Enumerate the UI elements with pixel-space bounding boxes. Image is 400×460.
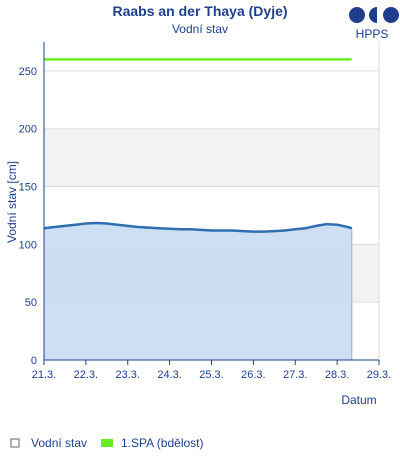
water-level-line <box>43 221 353 233</box>
logo-circle-left <box>349 7 365 23</box>
y-tick-label: 200 <box>19 124 37 136</box>
plot-series <box>43 58 353 360</box>
x-tick-label: 29.3. <box>367 369 391 381</box>
x-tick-label: 22.3. <box>74 369 98 381</box>
legend-label-spa: 1.SPA (bdělost) <box>121 436 204 450</box>
x-tick-label: 23.3. <box>116 369 140 381</box>
x-tick-label: 27.3. <box>283 369 307 381</box>
legend-item-spa[interactable]: 1.SPA (bdělost) <box>101 436 204 450</box>
x-tick-label: 25.3. <box>199 369 223 381</box>
hpps-logo: HPPS <box>349 7 399 41</box>
x-tick-label: 26.3. <box>241 369 265 381</box>
logo-half-circle <box>369 7 377 23</box>
y-tick-label: 150 <box>19 182 37 194</box>
legend-swatch-spa <box>101 439 113 447</box>
legend: Vodní stav 1.SPA (bdělost) <box>10 436 204 450</box>
x-tick-label: 28.3. <box>325 369 349 381</box>
legend-item-water-level[interactable]: Vodní stav <box>10 436 87 450</box>
plot-band <box>44 128 379 187</box>
legend-swatch-water-level <box>10 438 20 448</box>
legend-label-water-level: Vodní stav <box>31 436 87 450</box>
water-level-area <box>44 223 352 360</box>
x-tick-label: 24.3. <box>157 369 181 381</box>
x-tick-label: 21.3. <box>32 369 56 381</box>
y-tick-label: 0 <box>31 355 37 367</box>
y-axis-label: Vodní stav [cm] <box>5 161 19 243</box>
logo-circle-right <box>383 7 399 23</box>
x-axis-label: Datum <box>341 393 376 407</box>
logo-text: HPPS <box>356 27 389 41</box>
y-tick-label: 100 <box>19 239 37 251</box>
plot-axes: 0 50 100 150 200 250 21.3. 22.3. 23.3. 24.3. 25.3.… <box>19 42 391 381</box>
chart-title: Raabs an der Thaya (Dyje) <box>112 3 287 19</box>
y-tick-label: 250 <box>19 66 37 78</box>
chart-subtitle: Vodní stav <box>172 22 228 36</box>
y-tick-label: 50 <box>25 297 37 309</box>
